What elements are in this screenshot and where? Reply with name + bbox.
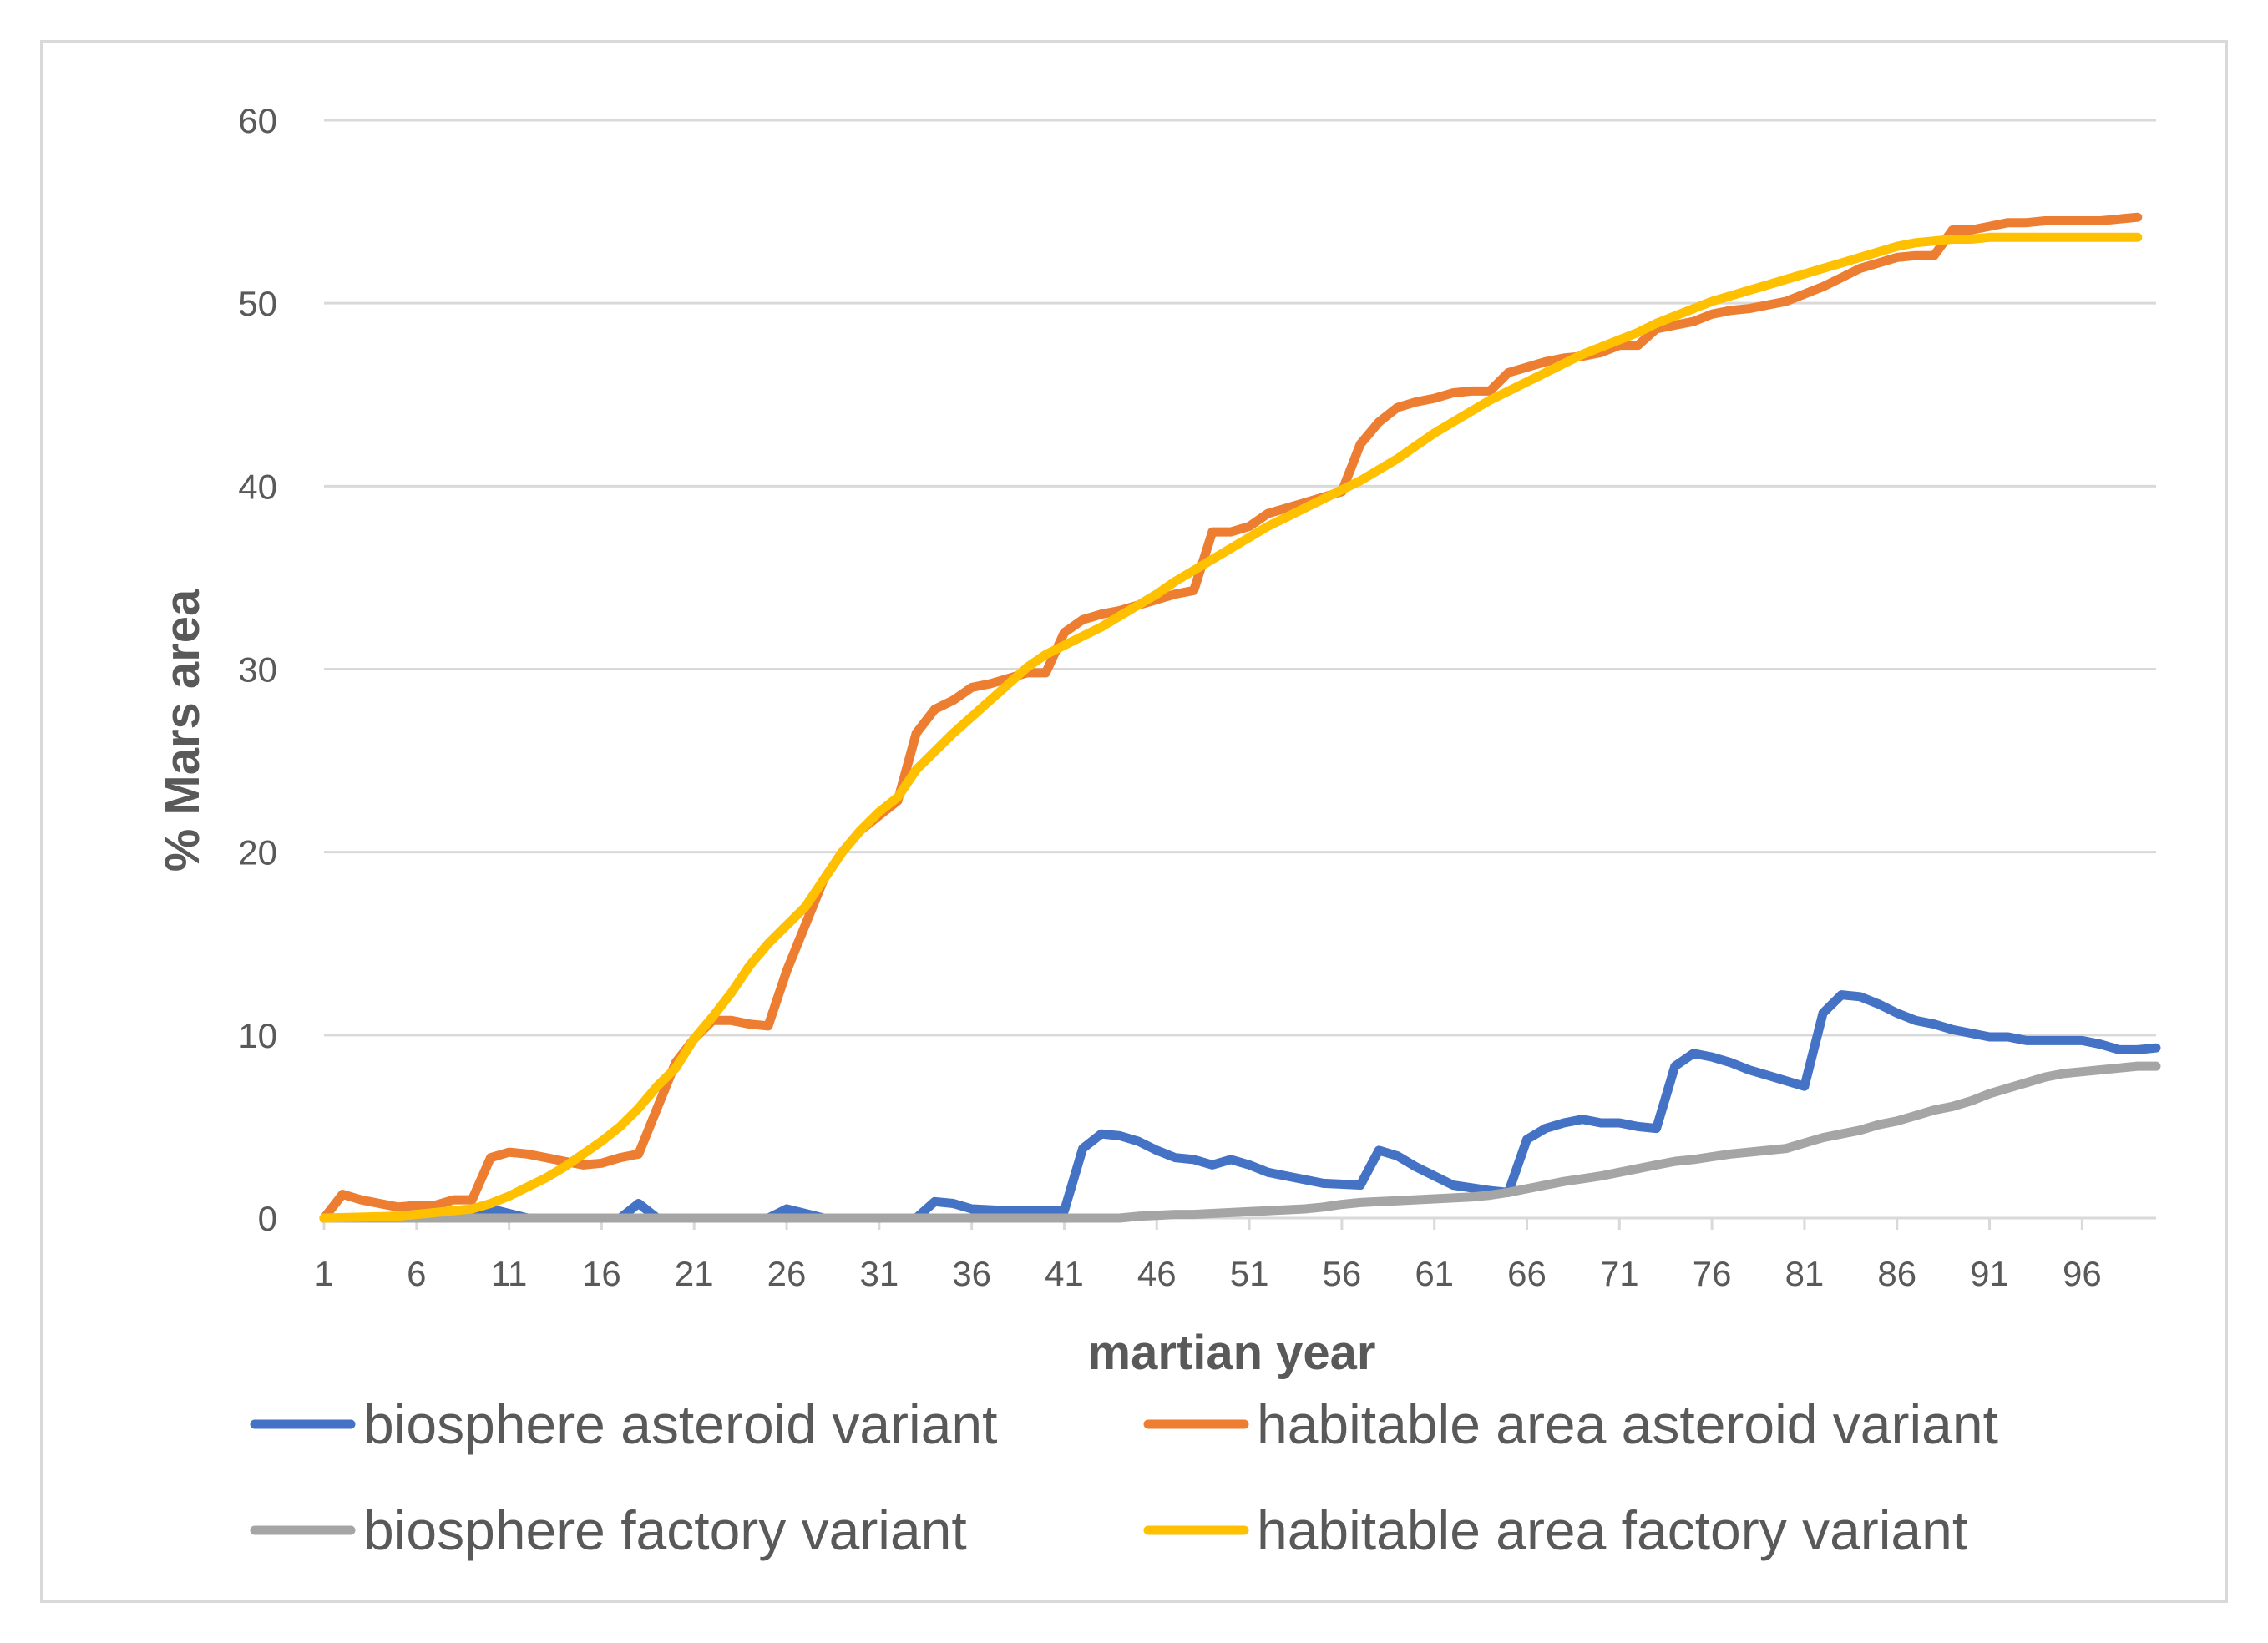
y-tick-label: 30 xyxy=(238,650,277,690)
x-tick-label: 31 xyxy=(859,1254,899,1293)
legend-label: habitable area asteroid variant xyxy=(1257,1393,1998,1455)
x-tick-label: 46 xyxy=(1137,1254,1177,1293)
y-tick-label: 60 xyxy=(238,101,277,140)
x-tick-label: 61 xyxy=(1415,1254,1454,1293)
x-tick-label: 86 xyxy=(1877,1254,1916,1293)
series-line-4 xyxy=(319,232,2143,1223)
series-line-3 xyxy=(319,1061,2161,1223)
y-axis-title: % Mars area xyxy=(155,589,210,872)
legend: biosphere asteroid variant habitable area… xyxy=(250,1393,1998,1561)
x-tick-label: 56 xyxy=(1323,1254,1362,1293)
x-axis-title: martian year xyxy=(1088,1326,1376,1380)
x-tick-label: 36 xyxy=(952,1254,991,1293)
x-tick-label: 71 xyxy=(1600,1254,1639,1293)
y-tick-label: 20 xyxy=(238,833,277,872)
y-tick-label: 10 xyxy=(238,1016,277,1055)
x-tick-label: 91 xyxy=(1970,1254,2009,1293)
x-tick-label: 81 xyxy=(1785,1254,1825,1293)
chart-frame xyxy=(40,40,2228,1603)
legend-label: habitable area factory variant xyxy=(1257,1499,1967,1561)
x-tick-label: 11 xyxy=(491,1254,528,1293)
x-tick-label: 96 xyxy=(2063,1254,2102,1293)
y-tick-label: 50 xyxy=(238,284,277,323)
x-tick-label: 6 xyxy=(407,1254,426,1293)
x-tick-label: 1 xyxy=(314,1254,333,1293)
y-tick-label: 0 xyxy=(258,1199,277,1238)
x-tick-label: 51 xyxy=(1230,1254,1269,1293)
legend-label: biosphere factory variant xyxy=(363,1499,967,1561)
series-line-1 xyxy=(319,990,2161,1223)
gridlines xyxy=(324,119,2156,1220)
x-tick-label: 16 xyxy=(582,1254,621,1293)
series-lines xyxy=(319,212,2161,1223)
x-axis-ticks: 1 6 11 16 21 26 31 36 41 46 51 56 61 66 71 76 81 86 91 96 xyxy=(314,1218,2102,1293)
series-line-2 xyxy=(319,212,2143,1223)
x-tick-label: 66 xyxy=(1507,1254,1547,1293)
legend-label: biosphere asteroid variant xyxy=(363,1393,997,1455)
x-tick-label: 26 xyxy=(767,1254,807,1293)
x-tick-label: 41 xyxy=(1045,1254,1084,1293)
y-axis-ticks: 0 10 20 30 40 50 60 xyxy=(238,101,277,1238)
x-tick-label: 76 xyxy=(1693,1254,1732,1293)
y-tick-label: 40 xyxy=(238,467,277,506)
x-tick-label: 21 xyxy=(675,1254,714,1293)
